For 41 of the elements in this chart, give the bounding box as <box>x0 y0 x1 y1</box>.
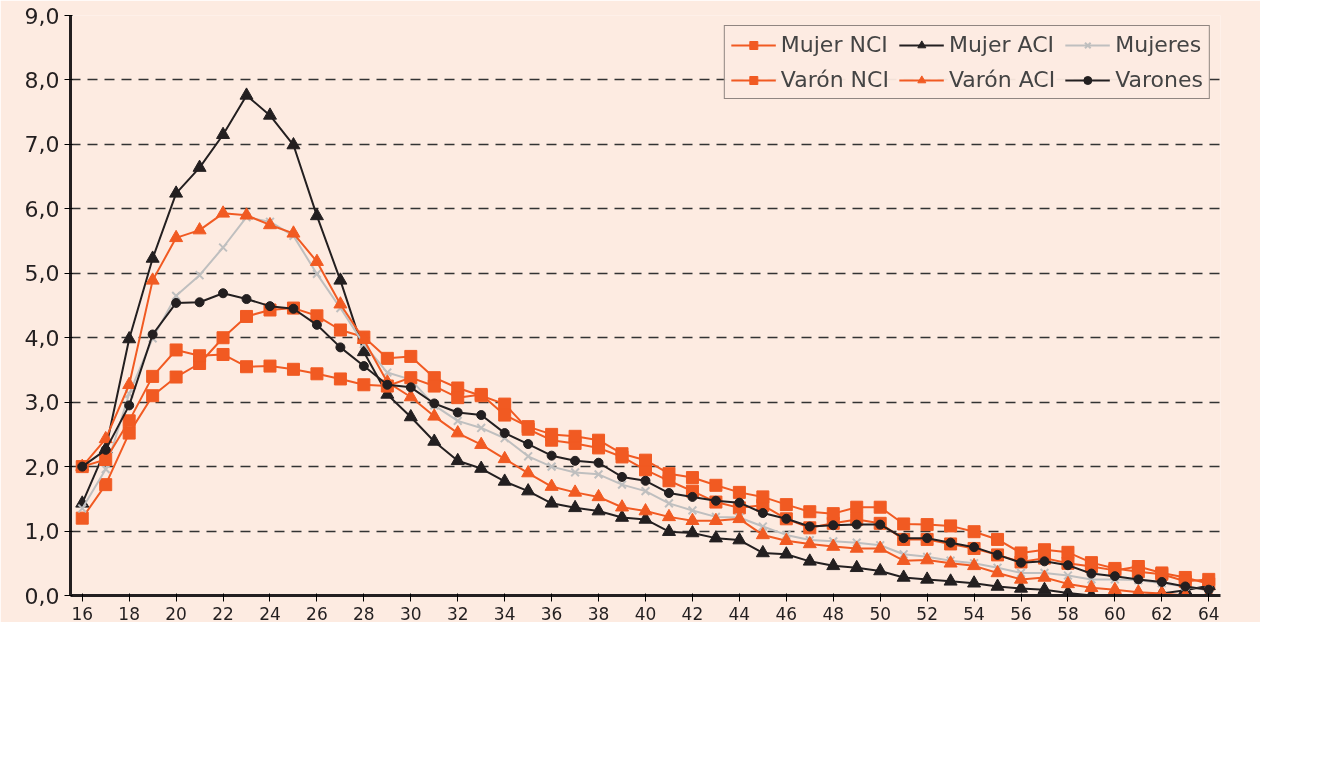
x-tick-label: 36 <box>540 603 563 624</box>
y-tick-label: 5,0 <box>24 261 60 287</box>
x-tick-label: 58 <box>1057 603 1079 624</box>
x-tick-label: 34 <box>493 603 516 624</box>
legend-label: Mujeres <box>1115 32 1202 57</box>
x-tick-label: 46 <box>775 603 798 624</box>
x-tick-label: 56 <box>1010 603 1032 624</box>
x-tick-label: 20 <box>165 603 187 624</box>
y-tick-label: 2,0 <box>24 454 60 480</box>
y-tick-label: 8,0 <box>24 67 60 93</box>
x-tick-label: 62 <box>1151 603 1173 624</box>
x-tick-label: 42 <box>681 603 704 624</box>
x-tick-label: 60 <box>1104 603 1126 624</box>
x-tick-label: 30 <box>399 603 422 624</box>
x-tick-label: 28 <box>353 603 375 624</box>
x-tick-label: 38 <box>587 603 610 624</box>
legend-label: Varones <box>1115 67 1203 92</box>
x-tick-label: 44 <box>728 603 751 624</box>
legend-label: Mujer ACI <box>948 32 1055 57</box>
y-tick-label: 7,0 <box>24 132 60 158</box>
x-tick-label: 52 <box>916 603 938 624</box>
y-tick-label: 4,0 <box>24 325 60 351</box>
legend-label: Mujer NCI <box>780 32 888 57</box>
x-tick-label: 54 <box>963 603 985 624</box>
y-tick-label: 1,0 <box>24 519 60 545</box>
x-tick-label: 40 <box>634 603 657 624</box>
x-tick-label: 22 <box>212 603 234 624</box>
y-tick-label: 9,0 <box>24 3 60 29</box>
x-tick-label: 64 <box>1197 603 1220 624</box>
y-tick-label: 3,0 <box>24 390 60 416</box>
x-tick-label: 26 <box>306 603 328 624</box>
x-tick-label: 48 <box>822 603 845 624</box>
legend-label: Varón ACI <box>948 67 1056 92</box>
x-tick-label: 32 <box>446 603 469 624</box>
x-tick-label: 16 <box>71 603 94 624</box>
y-tick-label: 0,0 <box>24 583 60 609</box>
y-tick-label: 6,0 <box>24 196 60 222</box>
legend-label: Varón NCI <box>780 67 889 92</box>
x-tick-label: 24 <box>259 603 281 624</box>
x-tick-label: 18 <box>118 603 140 624</box>
x-tick-label: 50 <box>869 603 892 624</box>
